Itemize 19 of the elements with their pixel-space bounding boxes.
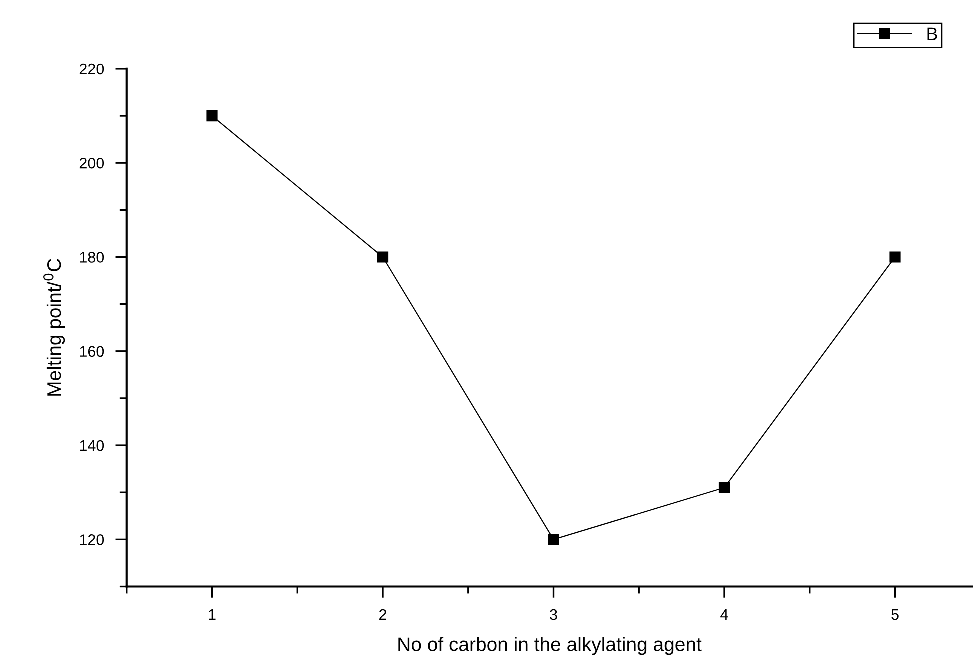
y-axis-title: Melting point/$^{0}$C — [44, 259, 66, 396]
x-tick-label: 4 — [720, 610, 728, 620]
point — [718, 482, 730, 494]
y-tick-label: 160 — [80, 346, 104, 358]
x-axis-title: No of carbon in the alkylating agent — [398, 637, 702, 656]
x-tick-label: 2 — [380, 609, 386, 620]
x-tick-label: 3 — [550, 609, 558, 620]
y-tick-label: 220 — [80, 64, 104, 75]
point — [890, 252, 901, 263]
y-tick-label: 120 — [80, 534, 104, 546]
y-tick-label: 200 — [80, 158, 104, 169]
y-tick-label: 180 — [80, 252, 104, 263]
x-tick-label: 5 — [892, 610, 899, 620]
point — [206, 110, 218, 122]
y-tick-label: 140 — [80, 440, 104, 452]
legend-label: B — [928, 28, 938, 40]
point — [548, 534, 560, 546]
point — [377, 252, 389, 263]
x-tick-label: 1 — [209, 610, 216, 620]
